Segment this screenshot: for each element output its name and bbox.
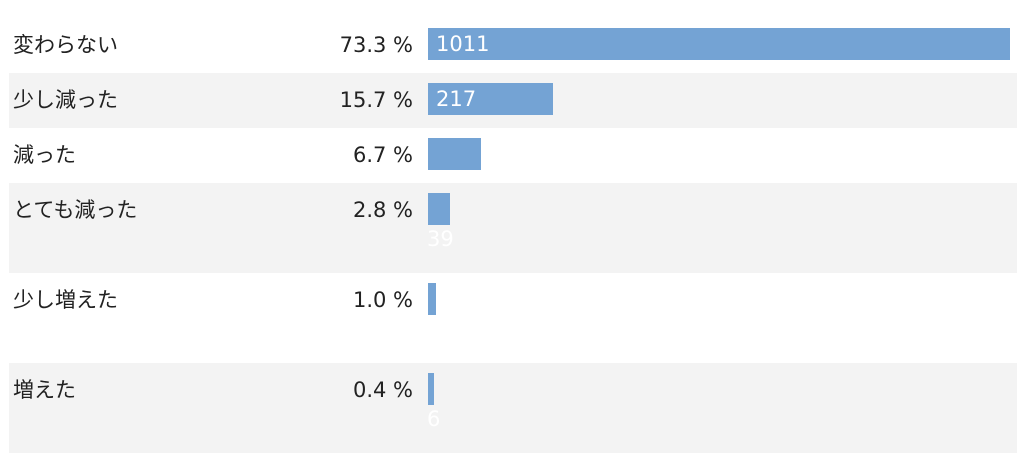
count-label: 6 xyxy=(427,407,441,431)
category-label: 減った xyxy=(13,143,76,167)
percent-label: 2.8 % xyxy=(352,198,413,222)
count-label: 217 xyxy=(436,87,477,111)
chart-row: 少し減った 15.7 % 217 xyxy=(9,73,1017,128)
category-label: とても減った xyxy=(13,198,138,222)
count-label: 39 xyxy=(427,227,454,251)
chart-row: 変わらない 73.3 % 1011 xyxy=(9,18,1017,73)
count-label: 1011 xyxy=(436,32,490,56)
percent-label: 73.3 % xyxy=(339,33,413,57)
data-bar xyxy=(428,83,553,115)
percent-label: 1.0 % xyxy=(352,288,413,312)
category-label: 少し減った xyxy=(13,88,118,112)
data-bar xyxy=(428,193,450,225)
data-bar xyxy=(428,28,1010,60)
chart-row: 増えた 0.4 % 6 xyxy=(9,363,1017,453)
chart-row: とても減った 2.8 % 39 xyxy=(9,183,1017,273)
category-label: 増えた xyxy=(13,378,76,402)
chart-row: 少し増えた 1.0 % xyxy=(9,273,1017,363)
percent-label: 6.7 % xyxy=(352,143,413,167)
data-bar xyxy=(428,373,434,405)
data-bar xyxy=(428,283,436,315)
category-label: 少し増えた xyxy=(13,288,118,312)
percent-label: 15.7 % xyxy=(339,88,413,112)
percent-label: 0.4 % xyxy=(352,378,413,402)
data-bar xyxy=(428,138,481,170)
category-label: 変わらない xyxy=(13,33,118,57)
